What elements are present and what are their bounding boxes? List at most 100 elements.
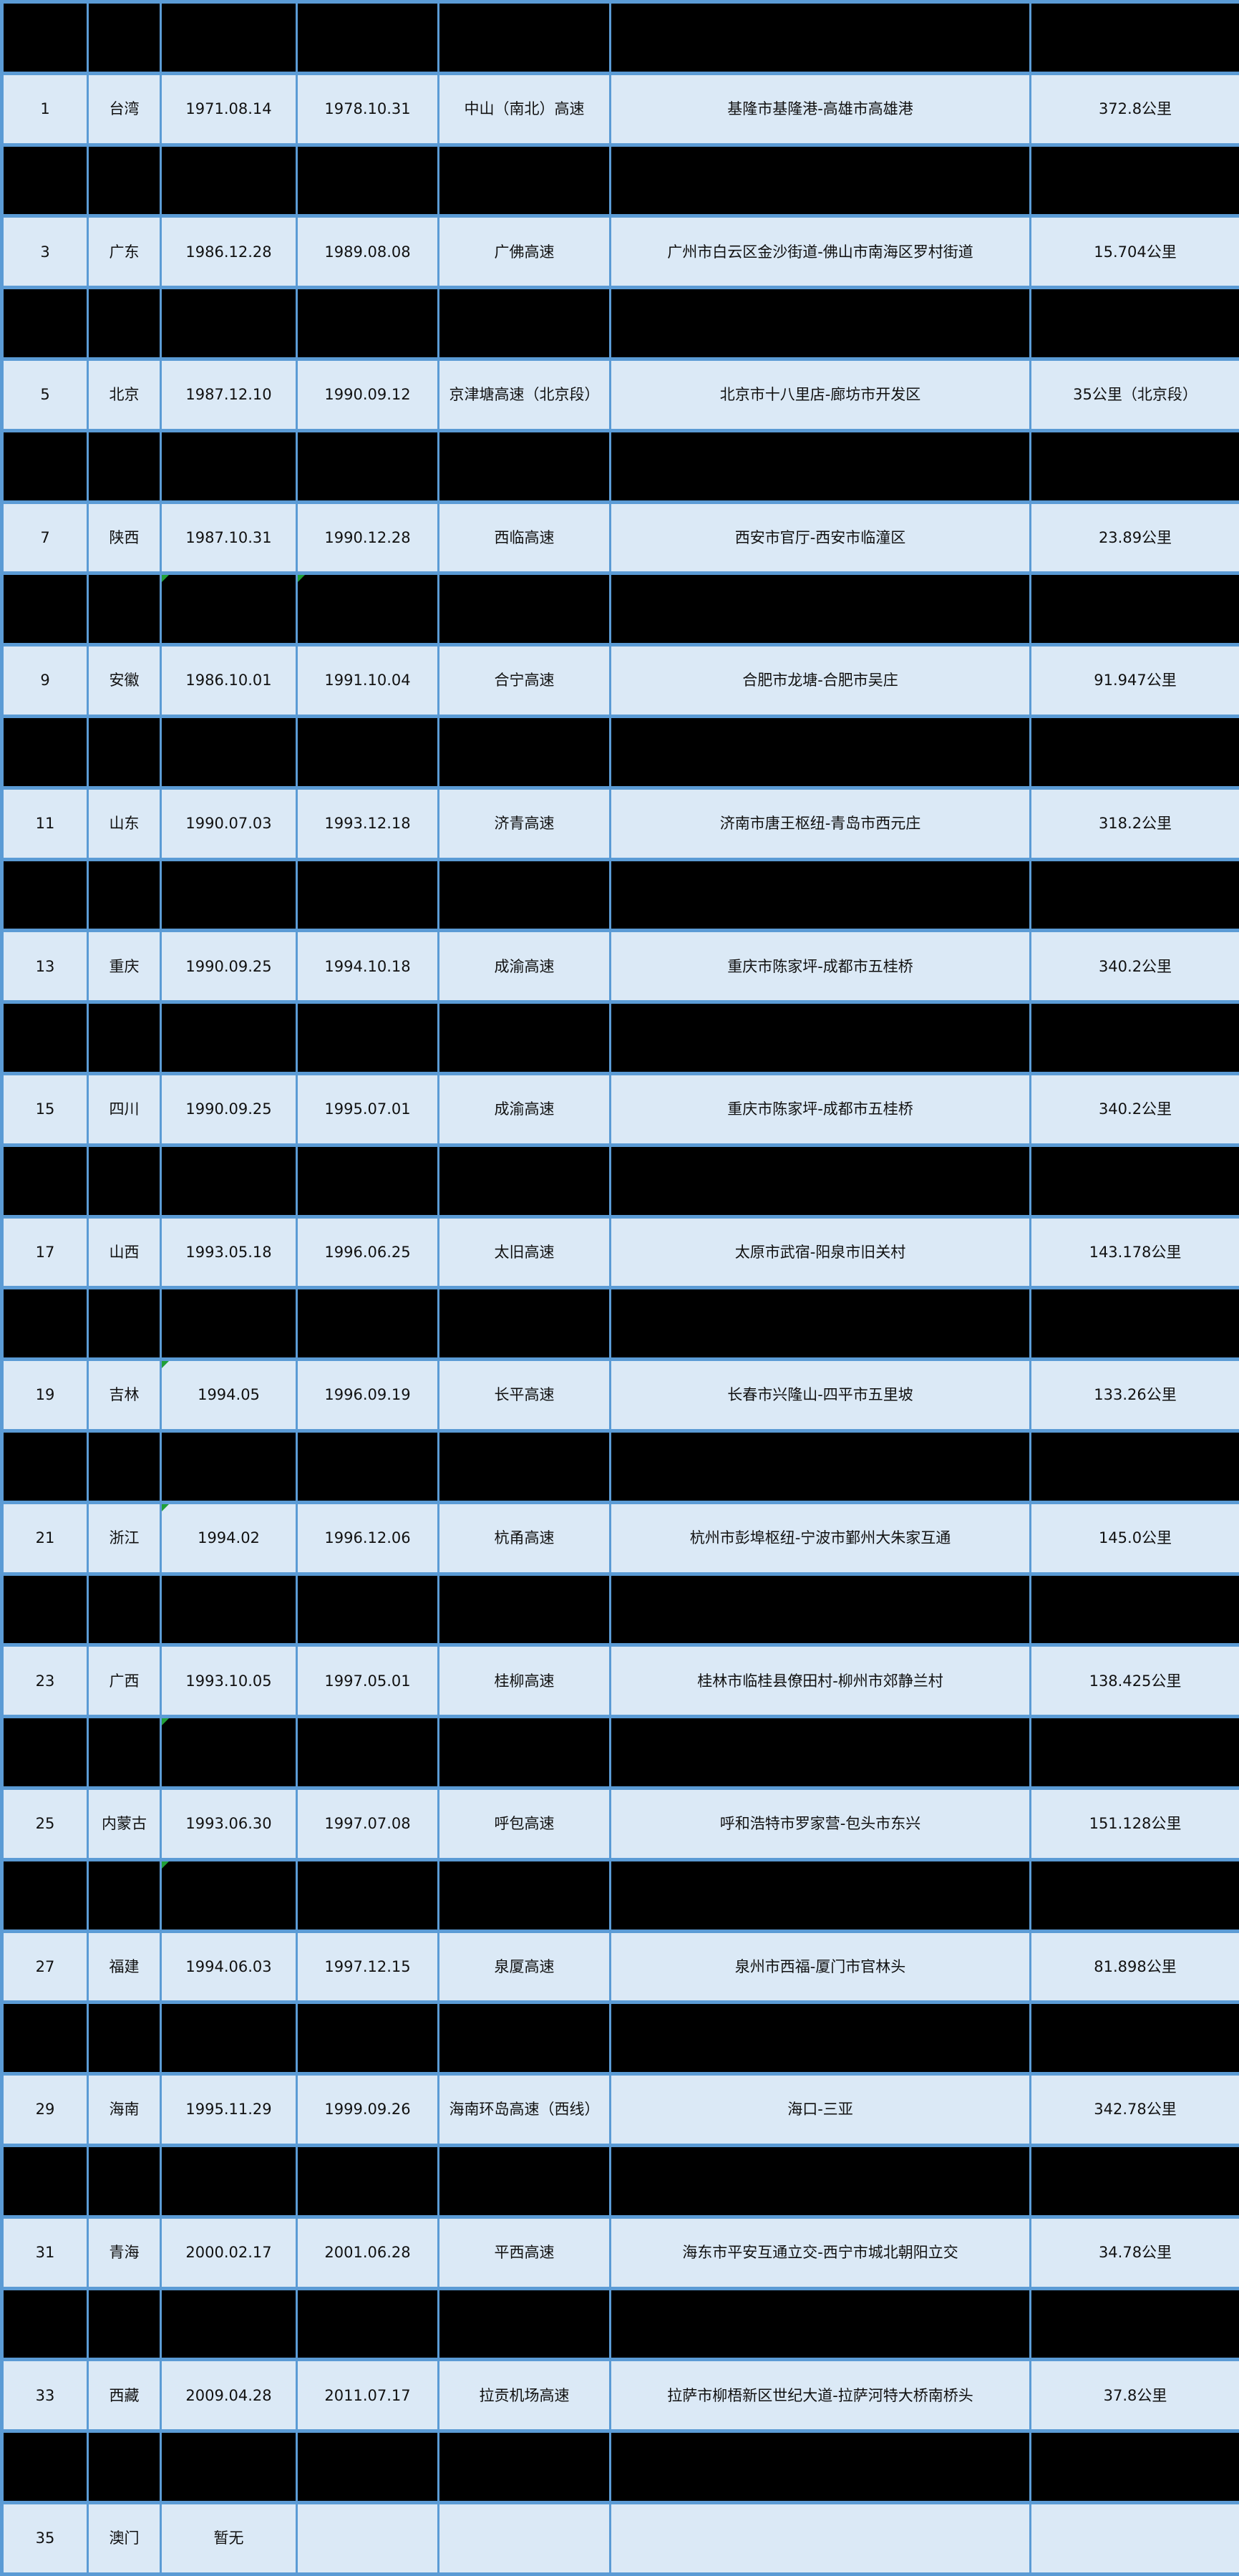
table-cell: 1995.11.29: [161, 2074, 297, 2146]
redacted-cell: [611, 288, 1031, 359]
redacted-cell: [611, 2003, 1031, 2074]
redacted-cell: [161, 2288, 297, 2360]
table-cell: 15: [2, 1073, 88, 1145]
table-cell: 9: [2, 645, 88, 717]
table-cell: 340.2公里: [1031, 931, 1239, 1002]
redacted-cell: [88, 859, 161, 931]
table-cell: 浙江: [88, 1502, 161, 1574]
table-cell: 青海: [88, 2217, 161, 2288]
redacted-cell: [297, 1574, 439, 1645]
table-cell: 143.178公里: [1031, 1216, 1239, 1288]
redacted-cell: [2, 2431, 88, 2503]
cell-error-indicator-icon: [162, 1718, 169, 1725]
table-cell: 2001.06.28: [297, 2217, 439, 2288]
redacted-cell: [439, 1574, 611, 1645]
table-cell: 陕西: [88, 502, 161, 573]
table-cell: 13: [2, 931, 88, 1002]
redacted-cell: [2, 2145, 88, 2217]
table-cell: 138.425公里: [1031, 1645, 1239, 1717]
table-cell: 成渝高速: [439, 931, 611, 1002]
redacted-table-row: [2, 2, 1239, 74]
table-cell: 重庆市陈家坪-成都市五桂桥: [611, 1073, 1031, 1145]
table-cell: 1999.09.26: [297, 2074, 439, 2146]
redacted-cell: [161, 1574, 297, 1645]
cell-error-indicator-icon: [162, 1504, 169, 1511]
table-cell: 1997.12.15: [297, 1931, 439, 2003]
table-cell: 太原市武宿-阳泉市旧关村: [611, 1216, 1031, 1288]
redacted-cell: [2, 1002, 88, 1074]
table-cell: 1994.06.03: [161, 1931, 297, 2003]
table-cell: 长春市兴隆山-四平市五里坡: [611, 1360, 1031, 1431]
table-cell: 海口-三亚: [611, 2074, 1031, 2146]
redacted-cell: [439, 859, 611, 931]
table-cell: 海南环岛高速（西线）: [439, 2074, 611, 2146]
redacted-cell: [1031, 145, 1239, 216]
table-cell: 2000.02.17: [161, 2217, 297, 2288]
redacted-cell: [2, 145, 88, 216]
redacted-cell: [88, 1859, 161, 1931]
redacted-cell: [161, 288, 297, 359]
redacted-cell: [2, 430, 88, 502]
redacted-cell: [88, 1430, 161, 1502]
redacted-cell: [161, 2145, 297, 2217]
table-cell: 1987.10.31: [161, 502, 297, 573]
table-cell: 桂柳高速: [439, 1645, 611, 1717]
table-cell: 太旧高速: [439, 1216, 611, 1288]
redacted-cell: [611, 1145, 1031, 1216]
table-cell: 广东: [88, 216, 161, 288]
table-cell: 23.89公里: [1031, 502, 1239, 573]
redacted-cell: [611, 1288, 1031, 1360]
table-cell: 合宁高速: [439, 645, 611, 717]
table-cell: 1990.07.03: [161, 788, 297, 859]
redacted-cell: [297, 1430, 439, 1502]
table-cell: 西藏: [88, 2360, 161, 2431]
redacted-cell: [2, 2, 88, 74]
table-cell: [297, 2502, 439, 2574]
table-cell: 海东市平安互通立交-西宁市城北朝阳立交: [611, 2217, 1031, 2288]
redacted-table-row: [2, 859, 1239, 931]
redacted-cell: [439, 1859, 611, 1931]
redacted-table-row: [2, 573, 1239, 645]
table-cell: 拉贡机场高速: [439, 2360, 611, 2431]
table-cell: 广西: [88, 1645, 161, 1717]
redacted-cell: [297, 430, 439, 502]
table-cell: 桂林市临桂县僚田村-柳州市郊静兰村: [611, 1645, 1031, 1717]
cell-error-indicator-icon: [162, 1861, 169, 1869]
table-cell: 安徽: [88, 645, 161, 717]
table-cell: 成渝高速: [439, 1073, 611, 1145]
table-cell: 1987.12.10: [161, 359, 297, 430]
table-cell: 京津塘高速（北京段）: [439, 359, 611, 430]
redacted-cell: [88, 1145, 161, 1216]
table-cell: 广佛高速: [439, 216, 611, 288]
redacted-cell: [1031, 2145, 1239, 2217]
redacted-cell: [1031, 2431, 1239, 2503]
table-cell: 山东: [88, 788, 161, 859]
redacted-cell: [439, 1288, 611, 1360]
redacted-cell: [2, 573, 88, 645]
redacted-cell: [88, 1717, 161, 1788]
redacted-cell: [161, 1002, 297, 1074]
table-cell: 1990.09.25: [161, 1073, 297, 1145]
table-cell: 福建: [88, 1931, 161, 2003]
table-cell: 呼包高速: [439, 1788, 611, 1859]
redacted-cell: [1031, 1430, 1239, 1502]
table-cell: 25: [2, 1788, 88, 1859]
redacted-table-row: [2, 1430, 1239, 1502]
redacted-cell: [439, 2003, 611, 2074]
table-cell: 杭甬高速: [439, 1502, 611, 1574]
table-cell: 1996.12.06: [297, 1502, 439, 1574]
table-cell: 1993.06.30: [161, 1788, 297, 1859]
redacted-cell: [297, 1145, 439, 1216]
redacted-cell: [297, 573, 439, 645]
redacted-cell: [88, 2003, 161, 2074]
table-cell: 1990.09.12: [297, 359, 439, 430]
table-cell: 2009.04.28: [161, 2360, 297, 2431]
redacted-cell: [439, 1145, 611, 1216]
